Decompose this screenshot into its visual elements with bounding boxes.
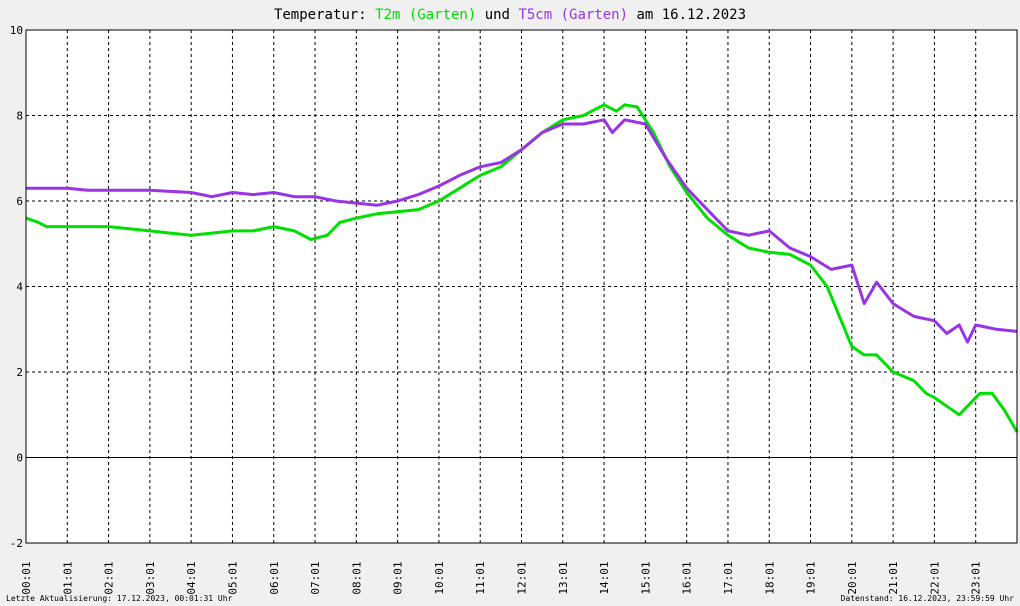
x-tick-label: 21:01 — [887, 561, 900, 594]
series-line-t5cm — [26, 118, 1018, 344]
grid — [26, 30, 1017, 543]
y-tick-label: 0 — [16, 452, 23, 465]
x-tick-label: 20:01 — [846, 561, 859, 594]
x-tick-label: 02:01 — [103, 561, 116, 594]
title-suffix: am 16.12.2023 — [636, 7, 746, 23]
x-tick-label: 13:01 — [557, 561, 570, 594]
plot-frame — [25, 29, 1018, 544]
x-axis-ticks: 00:01 01:01 02:01 03:01 04:01 05:01 06:01 07:01… — [20, 561, 983, 594]
x-tick-label: 00:01 — [20, 561, 33, 594]
x-tick-label: 16:01 — [681, 561, 694, 594]
x-tick-label: 04:01 — [185, 561, 198, 594]
x-tick-label: 11:01 — [474, 561, 487, 594]
y-axis-ticks: -2 0 2 4 6 8 10 — [10, 24, 24, 550]
title-series2: T5cm (Garten) — [518, 7, 628, 23]
x-tick-label: 23:01 — [970, 561, 983, 594]
chart-title: Temperatur: T2m (Garten) und T5cm (Garte… — [274, 7, 746, 23]
x-tick-label: 14:01 — [598, 561, 611, 594]
title-prefix: Temperatur: — [274, 7, 367, 23]
title-connector: und — [485, 7, 510, 23]
y-tick-label: -2 — [10, 537, 23, 550]
y-tick-label: 2 — [16, 366, 23, 379]
x-tick-label: 06:01 — [268, 561, 281, 594]
footer-left: Letzte Aktualisierung: 17.12.2023, 00:01… — [6, 594, 233, 603]
x-tick-label: 12:01 — [516, 561, 529, 594]
series-line-t2m — [25, 103, 1019, 433]
x-tick-label: 17:01 — [722, 561, 735, 594]
x-tick-label: 18:01 — [763, 561, 776, 594]
x-tick-label: 05:01 — [226, 561, 239, 594]
x-tick-label: 01:01 — [61, 561, 74, 594]
series-lines — [25, 103, 1019, 433]
y-tick-label: 6 — [16, 195, 23, 208]
x-tick-label: 09:01 — [392, 561, 405, 594]
y-tick-label: 4 — [16, 281, 23, 294]
x-tick-label: 03:01 — [144, 561, 157, 594]
x-tick-label: 10:01 — [433, 561, 446, 594]
x-tick-label: 08:01 — [350, 561, 363, 594]
x-tick-label: 07:01 — [309, 561, 322, 594]
footer-right: Datenstand: 16.12.2023, 23:59:59 Uhr — [841, 594, 1015, 603]
y-tick-label: 10 — [10, 24, 23, 37]
x-tick-label: 19:01 — [805, 561, 818, 594]
x-tick-label: 22:01 — [928, 561, 941, 594]
title-series1: T2m (Garten) — [375, 7, 476, 23]
y-tick-label: 8 — [16, 110, 23, 123]
x-tick-label: 15:01 — [639, 561, 652, 594]
